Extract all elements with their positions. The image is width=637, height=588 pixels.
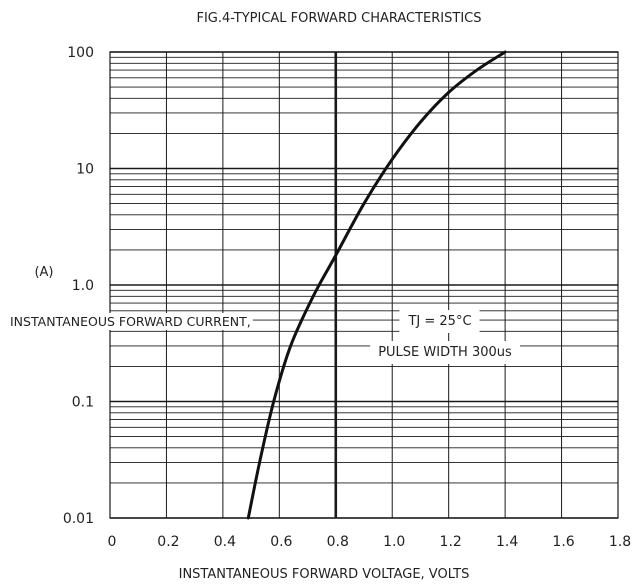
x-tick-label: 0.6 [270, 534, 292, 550]
x-tick-label: 1.2 [440, 534, 462, 550]
y-unit-label: (A) [34, 265, 53, 280]
x-axis-label: INSTANTANEOUS FORWARD VOLTAGE, VOLTS [179, 567, 470, 582]
x-tick-label: 1.6 [552, 534, 574, 550]
annotation-box [399, 310, 480, 333]
y-tick-label: 1.0 [72, 278, 94, 294]
y-tick-label: 0.01 [63, 511, 94, 527]
series-layer [246, 50, 507, 520]
x-tick-label: 0.2 [157, 534, 179, 550]
x-tick-label: 0.4 [214, 534, 236, 550]
series-line-0 [246, 50, 507, 520]
x-tick-label: 1.0 [383, 534, 405, 550]
y-tick-label: 0.1 [72, 395, 94, 411]
grid [109, 51, 619, 519]
x-tick-label: 0.8 [327, 534, 349, 550]
plot-border [109, 51, 619, 519]
y-axis-label: INSTANTANEOUS FORWARD CURRENT, [10, 314, 251, 329]
x-tick-label: 1.8 [609, 534, 631, 550]
annotation-label: PULSE WIDTH 300us [378, 345, 512, 360]
y-tick-label: 100 [67, 45, 94, 61]
y-axis-label-bg [8, 313, 253, 330]
x-tick-label: 0 [108, 534, 117, 550]
annotation-layer: TJ = 25°C PULSE WIDTH 300us [370, 310, 521, 364]
x-tick-label: 1.4 [496, 534, 518, 550]
y-tick-label: 10 [76, 162, 94, 178]
chart-title: FIG.4-TYPICAL FORWARD CHARACTERISTICS [197, 11, 482, 26]
annotation-box [370, 341, 521, 364]
text-layer: FIG.4-TYPICAL FORWARD CHARACTERISTICS 0 0.… [8, 11, 631, 582]
annotation-label: TJ = 25°C [407, 314, 471, 329]
